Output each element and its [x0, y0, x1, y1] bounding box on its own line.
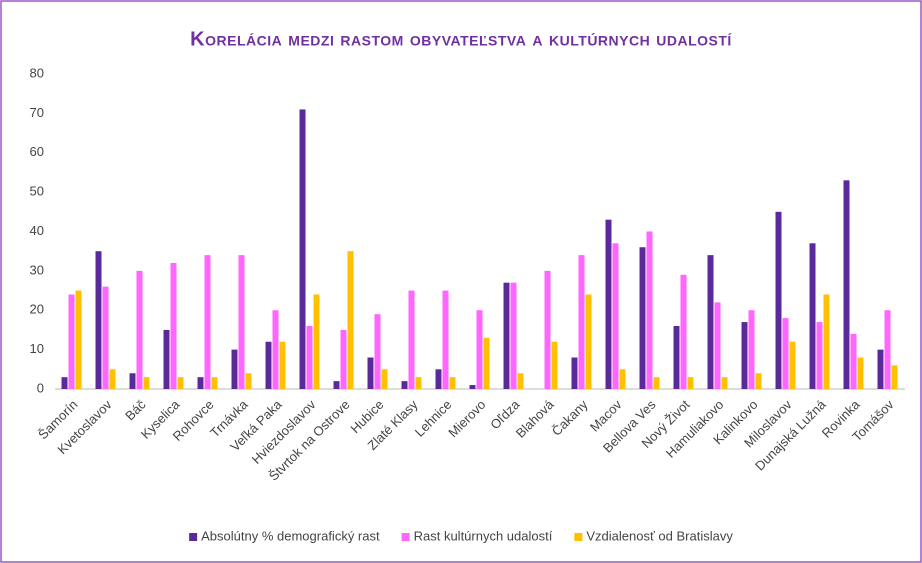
bar — [435, 369, 442, 389]
bar — [816, 322, 823, 389]
bar — [843, 180, 850, 389]
y-tick-label: 70 — [30, 105, 44, 120]
legend-marker — [401, 533, 410, 541]
bar — [503, 282, 510, 389]
bar — [551, 341, 558, 389]
bar — [401, 381, 408, 389]
y-tick-label: 20 — [30, 302, 44, 317]
legend-label: Vzdialenosť od Bratislavy — [586, 528, 733, 543]
bar — [782, 318, 789, 389]
bar — [177, 377, 184, 389]
bar — [313, 294, 320, 389]
chart-title: Korelácia medzi rastom obyvateľstva a ku… — [190, 28, 732, 50]
bar — [136, 270, 143, 389]
y-tick-label: 60 — [30, 144, 44, 159]
bar — [748, 310, 755, 389]
bar — [476, 310, 483, 389]
bar — [61, 377, 68, 389]
bar — [143, 377, 150, 389]
bar — [646, 231, 653, 389]
y-tick-label: 50 — [30, 184, 44, 199]
bar — [265, 341, 272, 389]
bar — [272, 310, 279, 389]
bar — [75, 290, 82, 389]
bar — [197, 377, 204, 389]
bar — [850, 333, 857, 389]
bar — [68, 294, 75, 389]
y-tick-label: 30 — [30, 262, 44, 277]
bar — [381, 369, 388, 389]
bar — [340, 329, 347, 389]
bar — [129, 373, 136, 389]
bar — [680, 274, 687, 389]
bar — [653, 377, 660, 389]
bar — [109, 369, 116, 389]
bar — [673, 326, 680, 389]
bar — [367, 357, 374, 389]
bar — [823, 294, 830, 389]
bar — [510, 282, 517, 389]
y-tick-label: 80 — [30, 65, 44, 80]
bar — [857, 357, 864, 389]
legend-label: Rast kultúrnych udalostí — [414, 528, 553, 543]
bar — [544, 270, 551, 389]
bar — [571, 357, 578, 389]
bar — [619, 369, 626, 389]
bar — [877, 349, 884, 389]
y-tick-label: 0 — [37, 380, 44, 395]
bar — [469, 385, 476, 389]
bar — [238, 255, 245, 389]
bar — [891, 365, 898, 389]
bar — [374, 314, 381, 389]
bar — [333, 381, 340, 389]
bar — [170, 263, 177, 389]
bar — [211, 377, 218, 389]
bar — [605, 219, 612, 389]
bar — [204, 255, 211, 389]
bar — [721, 377, 728, 389]
bar — [347, 251, 354, 389]
bar — [306, 326, 313, 389]
bar — [809, 243, 816, 389]
bar — [95, 251, 102, 389]
bar — [755, 373, 762, 389]
bar — [442, 290, 449, 389]
bar — [707, 255, 714, 389]
bar — [231, 349, 238, 389]
bar — [163, 329, 170, 389]
bar — [775, 211, 782, 389]
bar — [245, 373, 252, 389]
bar — [612, 243, 619, 389]
legend-marker — [574, 533, 583, 541]
bar — [517, 373, 524, 389]
bar — [741, 322, 748, 389]
bar — [585, 294, 592, 389]
bar — [279, 341, 286, 389]
bar — [578, 255, 585, 389]
bar — [415, 377, 422, 389]
bar — [483, 337, 490, 389]
y-tick-label: 40 — [30, 223, 44, 238]
bar — [408, 290, 415, 389]
y-tick-label: 10 — [30, 341, 44, 356]
bar — [449, 377, 456, 389]
bar — [789, 341, 796, 389]
legend-marker — [189, 533, 198, 541]
bar — [639, 247, 646, 389]
bar — [714, 302, 721, 389]
legend-label: Absolútny % demografický rast — [201, 528, 380, 543]
bar — [884, 310, 891, 389]
bar — [102, 286, 109, 389]
bar — [687, 377, 694, 389]
bar — [299, 109, 306, 389]
